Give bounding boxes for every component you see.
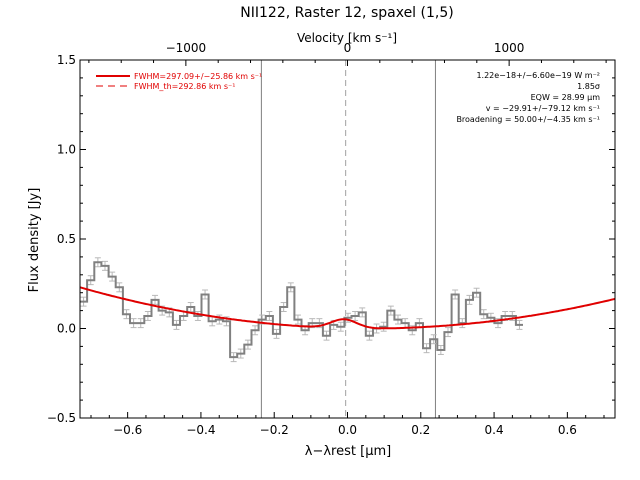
legend: FWHM=297.09+/−25.86 km s⁻¹ FWHM_th=292.8… xyxy=(96,72,262,91)
legend-label-fwhm: FWHM=297.09+/−25.86 km s⁻¹ xyxy=(134,72,262,81)
annotation-significance: 1.85σ xyxy=(577,82,600,91)
velocity-axis-ticks: −1000 0 1000 xyxy=(88,41,607,66)
x-tick-label: 0.4 xyxy=(485,423,504,437)
x-tick-label: 0.6 xyxy=(558,423,577,437)
y-tick-label: −0.5 xyxy=(47,411,76,425)
fit-curve xyxy=(79,286,616,330)
annotation-velocity: v = −29.91+/−79.12 km s⁻¹ xyxy=(486,104,600,113)
x-axis-ticks: −0.6 −0.4 −0.2 0.0 0.2 0.4 0.6 xyxy=(90,412,605,437)
x-tick-label: −0.2 xyxy=(260,423,289,437)
velocity-tick-label: 0 xyxy=(344,41,352,55)
y-axis-ticks: −0.5 0.0 0.5 1.0 1.5 xyxy=(47,53,615,425)
annotation-line-flux: 1.22e−18+/−6.60e−19 W m⁻² xyxy=(476,71,600,80)
x-tick-label: −0.6 xyxy=(113,423,142,437)
annotation-eqw: EQW = 28.99 μm xyxy=(531,93,601,102)
spectrum-series xyxy=(80,261,523,359)
x-axis-label: λ−λrest [μm] xyxy=(305,444,391,459)
x-tick-label: 0.0 xyxy=(338,423,357,437)
x-tick-label: 0.2 xyxy=(411,423,430,437)
y-tick-label: 1.5 xyxy=(57,53,76,67)
y-tick-label: 1.0 xyxy=(57,143,76,157)
x-tick-label: −0.4 xyxy=(186,423,215,437)
error-bars xyxy=(80,257,523,363)
velocity-tick-label: −1000 xyxy=(166,41,207,55)
chart-title: NII122, Raster 12, spaxel (1,5) xyxy=(240,5,453,21)
y-tick-label: 0.0 xyxy=(57,322,76,336)
velocity-tick-label: 1000 xyxy=(494,41,525,55)
plot-frame xyxy=(79,59,616,419)
y-axis-label: Flux density [Jy] xyxy=(27,188,42,293)
annotation-broadening: Broadening = 50.00+/−4.35 km s⁻¹ xyxy=(456,115,600,124)
y-tick-label: 0.5 xyxy=(57,232,76,246)
fit-annotations: 1.22e−18+/−6.60e−19 W m⁻² 1.85σ EQW = 28… xyxy=(456,71,600,124)
legend-label-fwhm-th: FWHM_th=292.86 km s⁻¹ xyxy=(134,82,235,91)
reference-lines xyxy=(260,60,436,418)
top-axis-label: Velocity [km s⁻¹] xyxy=(297,31,397,45)
